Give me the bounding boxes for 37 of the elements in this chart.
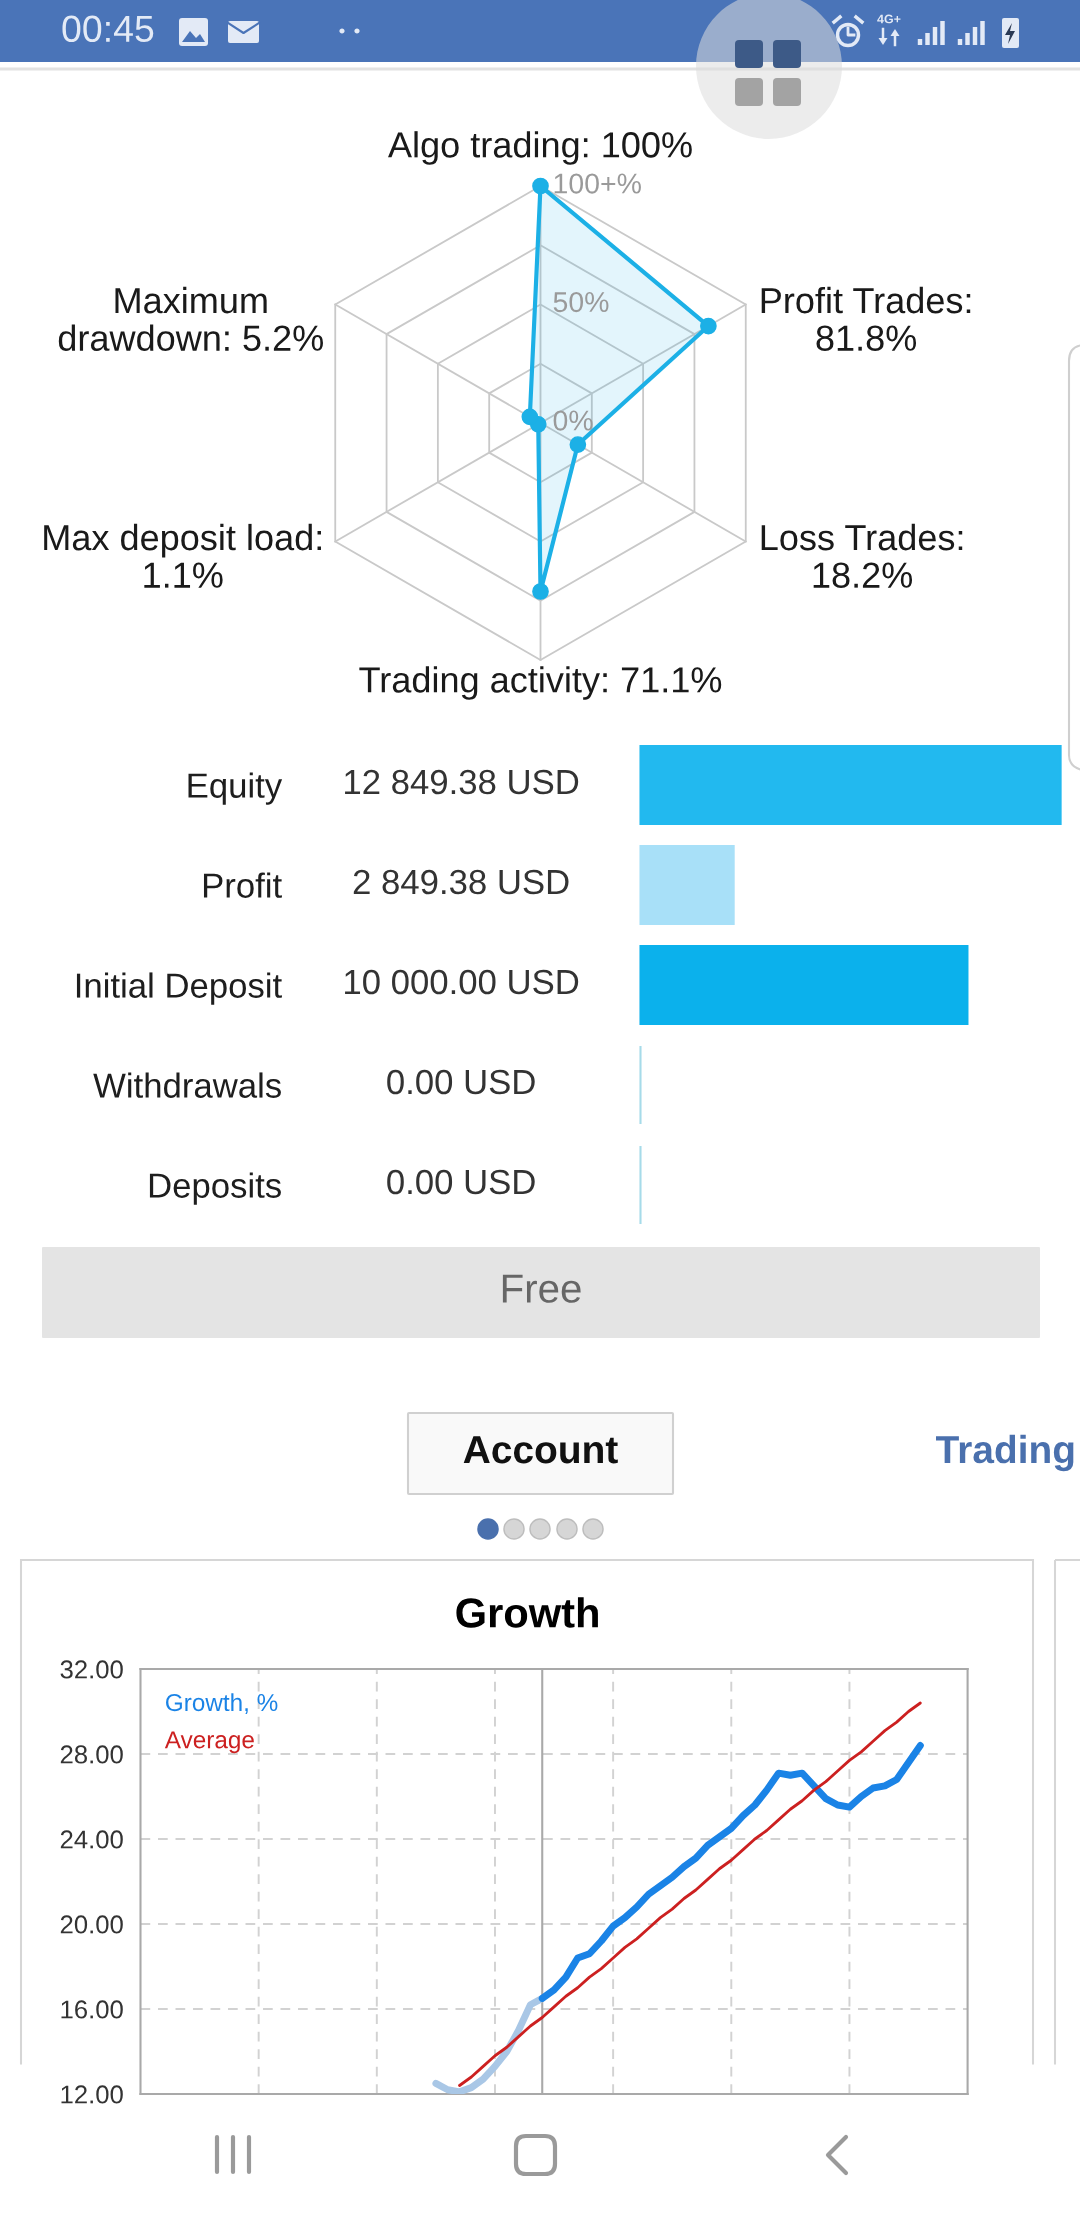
y-tick-label: 24.00 [60,1830,123,1849]
text: Growth, % [166,1693,278,1715]
y-tick-label: 50% [553,291,609,313]
y-tick-label: 32.00 [60,1660,123,1679]
line-series [458,1701,922,2087]
text: Trading [936,1434,1074,1472]
spoke-label: Maximum drawdown: 5.2% [58,286,323,351]
y-tick-label: Withdrawals [93,1072,281,1098]
data-label: 10 000.00 USD [345,969,579,995]
y-tick-label: 12.00 [61,2085,123,2104]
text: 4G+ [877,14,901,24]
spoke-label: Loss Trades: 18.2% [761,523,963,588]
y-tick-label: Deposits [149,1172,281,1205]
data-label: 0.00 USD [387,1069,535,1095]
data-label: 12 849.38 USD [345,769,579,795]
y-tick-label: Equity [188,772,283,805]
spoke-label: Max deposit load: 1.1% [44,523,321,588]
bar [639,844,735,926]
text: 00:45 [62,15,154,43]
y-tick-label: Profit [203,872,282,898]
spoke-label: Trading activity: 71.1% [359,666,722,700]
y-tick-label: 16.00 [61,2000,123,2019]
text: Account [463,1436,618,1464]
spoke-label: Algo trading: 100% [388,131,692,165]
bar [639,744,1062,826]
text: Average [164,1731,254,1754]
y-tick-label: Initial Deposit [76,972,282,1005]
data-label: 2 849.38 USD [353,869,569,895]
y-tick-label: 100+% [554,173,641,194]
text: Free [502,1274,581,1303]
chart-title: Growth [456,1597,598,1628]
y-tick-label: 0% [553,410,593,431]
data-label: 0.00 USD [387,1169,535,1195]
y-tick-label: 28.00 [60,1745,123,1764]
spoke-label: Profit Trades: 81.8% [761,286,971,351]
bar [639,944,969,1026]
y-tick-label: 20.00 [60,1915,123,1934]
